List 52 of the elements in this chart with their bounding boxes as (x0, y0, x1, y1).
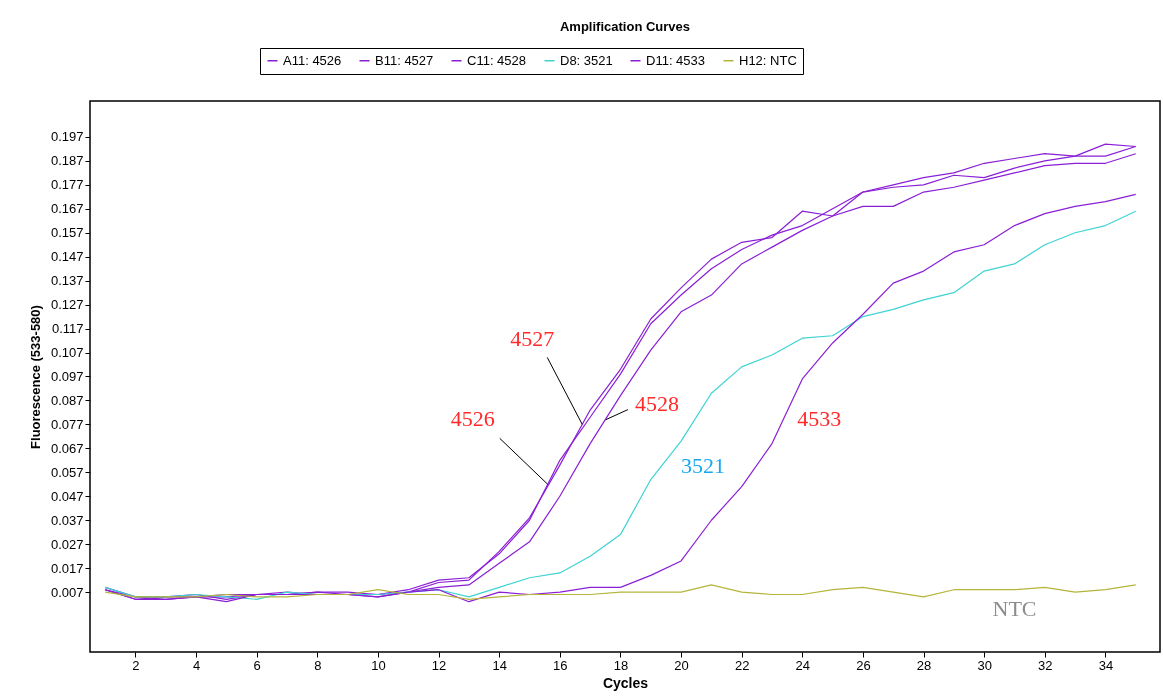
y-tick-label: 0.187 (50, 153, 84, 169)
y-tick-label: 0.047 (50, 488, 84, 504)
legend-label: B11: 4527 (375, 52, 434, 68)
annotation: NTC (992, 595, 1037, 621)
y-tick-label: 0.057 (50, 464, 84, 480)
x-tick-label: 28 (916, 657, 932, 673)
x-tick-label: 6 (253, 657, 261, 673)
annotation: 4528 (634, 390, 679, 416)
annotation: 3521 (681, 453, 726, 479)
x-tick-label: 14 (492, 657, 507, 673)
y-tick-label: 0.087 (50, 392, 84, 408)
annotation: 4526 (450, 406, 495, 432)
chart-title: Amplification Curves (559, 18, 691, 34)
legend-label: A11: 4526 (283, 52, 342, 68)
y-tick-label: 0.077 (50, 416, 84, 432)
legend-label: D8: 3521 (560, 52, 613, 68)
x-tick-label: 20 (674, 657, 689, 673)
x-tick-label: 12 (431, 657, 447, 673)
y-tick-label: 0.197 (50, 129, 84, 145)
y-tick-label: 0.177 (50, 177, 84, 193)
x-axis-title: Cycles (602, 674, 649, 691)
x-tick-label: 8 (314, 657, 322, 673)
x-tick-label: 32 (1038, 657, 1053, 673)
legend-label: C11: 4528 (467, 52, 527, 68)
x-tick-label: 4 (192, 657, 201, 673)
y-tick-label: 0.097 (50, 369, 84, 384)
y-tick-label: 0.117 (51, 321, 84, 337)
x-tick-label: 2 (132, 657, 140, 673)
x-tick-label: 26 (856, 657, 871, 673)
y-tick-label: 0.157 (50, 225, 84, 241)
y-tick-label: 0.017 (50, 560, 84, 576)
x-tick-label: 10 (371, 657, 386, 673)
y-tick-label: 0.147 (50, 249, 84, 265)
y-tick-label: 0.027 (50, 536, 84, 552)
y-axis-title: Fluorescence (533-580) (27, 305, 43, 449)
y-tick-label: 0.167 (50, 201, 84, 217)
x-tick-label: 16 (553, 657, 568, 673)
x-tick-label: 18 (613, 657, 629, 673)
x-tick-label: 30 (977, 657, 992, 673)
y-tick-label: 0.107 (50, 345, 84, 361)
y-tick-label: 0.127 (50, 297, 84, 313)
y-tick-label: 0.137 (50, 273, 84, 289)
x-tick-label: 22 (734, 657, 750, 673)
y-tick-label: 0.067 (50, 440, 84, 456)
annotation: 4533 (797, 405, 842, 431)
legend-label: H12: NTC (739, 52, 797, 68)
y-tick-label: 0.037 (50, 512, 84, 528)
x-tick-label: 34 (1098, 657, 1114, 673)
annotation: 4527 (510, 326, 555, 352)
legend-label: D11: 4533 (646, 52, 706, 68)
y-tick-label: 0.007 (50, 584, 84, 600)
x-tick-label: 24 (795, 657, 811, 673)
